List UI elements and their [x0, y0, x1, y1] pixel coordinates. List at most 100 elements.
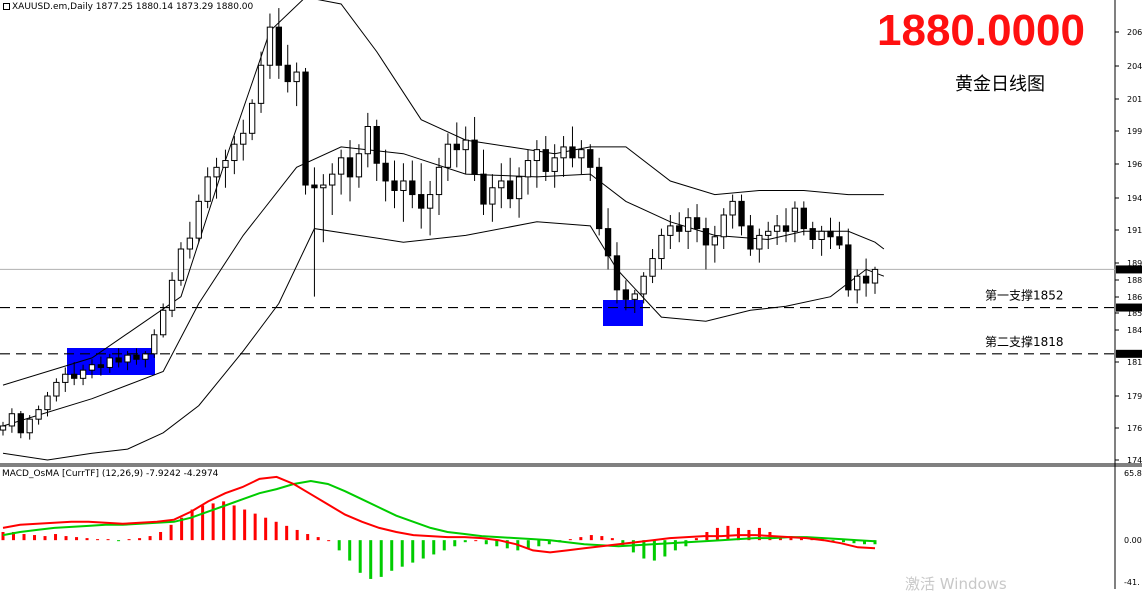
macd-histogram-bar [400, 540, 404, 567]
candle-body [293, 71, 300, 83]
candle-body [302, 71, 309, 186]
macd-histogram-bar [43, 536, 47, 541]
macd-histogram-bar [600, 536, 604, 541]
price-axis-label: 176 [1127, 424, 1142, 433]
candle-body [747, 225, 754, 250]
macd-histogram-bar [54, 534, 58, 541]
candle-body [667, 225, 674, 236]
candle-body [26, 418, 33, 434]
chart-icon [3, 3, 10, 10]
macd-histogram-bar [505, 540, 509, 549]
macd-histogram-bar [579, 537, 583, 541]
bollinger-upper [2, 0, 884, 386]
price-axis-label: 199 [1127, 127, 1142, 136]
candle-body [453, 143, 460, 151]
price-axis-label: 194 [1127, 194, 1142, 203]
macd-histogram-bar [862, 540, 866, 545]
candle-body [827, 230, 834, 238]
candle-body [462, 139, 469, 151]
candle-body [79, 369, 87, 379]
price-axis-label: 184 [1127, 326, 1142, 335]
macd-histogram-bar [64, 536, 68, 541]
candle-body [551, 157, 558, 172]
macd-histogram-bar [568, 539, 572, 541]
candle-body [773, 225, 781, 232]
candle-body [400, 180, 407, 191]
candle-body [524, 160, 532, 178]
macd-histogram-bar [652, 540, 656, 561]
candle-body [738, 200, 745, 227]
macd-histogram-bar [736, 527, 740, 541]
candle-body [133, 354, 140, 360]
candle-body [364, 126, 371, 155]
candle-body [729, 200, 736, 216]
candle-body [248, 102, 256, 134]
candle-body [177, 248, 185, 281]
candle-body [391, 180, 398, 191]
macd-histogram-bar [474, 540, 478, 542]
support-levels: 第一支撑1852 第二支撑1818 [0, 265, 1142, 358]
candle-body [0, 425, 7, 431]
candle-body [337, 157, 345, 175]
support-label: 第一支撑1852 [985, 288, 1064, 303]
candle-body [88, 364, 96, 371]
price-axis-label: 201 [1127, 95, 1142, 104]
candle-body [426, 194, 434, 209]
candle-body [480, 173, 487, 205]
candle-body [257, 64, 265, 104]
candle-body [311, 184, 318, 189]
candle-body [320, 184, 327, 189]
price-axis-label: 191 [1127, 226, 1142, 235]
macd-histogram-bar [694, 538, 698, 541]
candle-body [658, 234, 665, 260]
price-axis-label: 179 [1127, 392, 1142, 401]
candle-body [373, 126, 380, 164]
macd-pane: 65.8 0.00 -41. [1, 469, 1142, 587]
macd-histogram-bar [369, 540, 373, 579]
macd-histogram-bar [358, 540, 362, 573]
candle-body [71, 373, 78, 379]
macd-histogram-bar [106, 539, 110, 541]
macd-histogram-bar [201, 505, 205, 541]
candle-body [684, 217, 692, 232]
candle-body [622, 289, 630, 300]
macd-histogram-bar [274, 521, 278, 541]
macd-histogram-bar [873, 540, 877, 545]
macd-histogram-bar [190, 509, 194, 541]
macd-histogram-bar [138, 538, 142, 541]
macd-histogram-bar [12, 531, 16, 541]
macd-histogram-bar [442, 540, 446, 551]
candle-body [702, 228, 710, 246]
macd-histogram-bar [96, 539, 100, 541]
macd-histogram-bar [537, 540, 541, 547]
price-axis-label: 196 [1127, 160, 1142, 169]
macd-histogram-bar [180, 517, 184, 541]
macd-histogram-bar [253, 513, 257, 541]
candle-body [836, 236, 843, 246]
support-axis-marker [1116, 303, 1142, 312]
candle-body [569, 146, 576, 159]
candle-body [275, 26, 283, 66]
macd-histogram-bar [127, 539, 131, 541]
candle-body [782, 225, 790, 232]
candle-body [44, 395, 51, 411]
macd-histogram-bar [642, 540, 646, 559]
macd-histogram-bar [295, 529, 299, 541]
candle-body [791, 207, 799, 232]
macd-histogram-bar [348, 540, 352, 561]
macd-histogram-bar [85, 538, 89, 541]
candle-body [711, 236, 719, 246]
price-axis-label: 174 [1127, 456, 1142, 465]
candle-body [818, 230, 825, 240]
macd-histogram-bar [33, 535, 37, 541]
candle-body [756, 234, 763, 250]
candle-body [8, 413, 16, 427]
macd-histogram-bar [337, 540, 341, 551]
candle-body [53, 381, 60, 397]
macd-histogram-bar [484, 540, 488, 545]
candle-body [587, 149, 594, 168]
macd-histogram-bar [390, 540, 394, 571]
candle-body [284, 64, 291, 83]
macd-histogram-bar [726, 525, 730, 541]
